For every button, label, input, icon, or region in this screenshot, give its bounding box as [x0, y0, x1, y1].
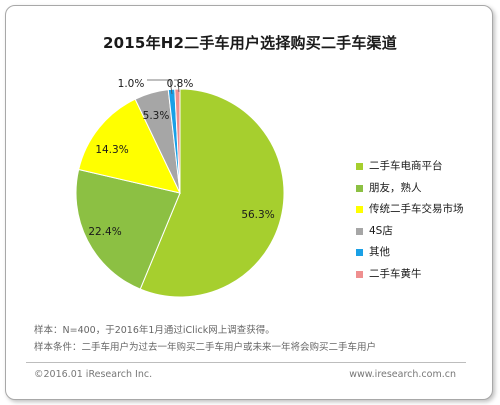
notes: 样本：N=400，于2016年1月通过iClick网上调查获得。 样本条件：二手… [34, 322, 376, 356]
copyright: ©2016.01 iResearch Inc. [34, 369, 153, 380]
value-label-friends: 22.4% [88, 226, 121, 238]
legend-label: 4S店 [369, 224, 393, 237]
legend-swatch [356, 249, 363, 257]
legend-swatch [356, 206, 363, 214]
legend-label: 二手车黄牛 [369, 267, 422, 280]
pie-slice-ecommerce [139, 88, 285, 298]
value-label-4s-store: 5.3% [143, 110, 170, 122]
legend-swatch [356, 270, 363, 278]
leader-line-broker [174, 79, 180, 93]
pie-slice-traditional-market [78, 98, 181, 194]
value-label-traditional-market: 14.3% [95, 144, 128, 156]
pie-slice-friends [75, 168, 181, 290]
value-label-ecommerce: 56.3% [241, 209, 274, 221]
value-label-broker: 0.8% [167, 78, 194, 90]
chart-title: 2015年H2二手车用户选择购买二手车渠道 [103, 34, 397, 52]
footer-divider [26, 362, 466, 363]
legend-swatch [356, 227, 363, 235]
pie-slice-broker [174, 88, 181, 194]
leader-line-other [147, 79, 173, 95]
legend-swatch [356, 163, 363, 170]
website: www.iresearch.com.cn [349, 369, 456, 380]
legend-label: 其他 [369, 246, 390, 259]
legend-label: 传统二手车交易市场 [369, 203, 464, 216]
sample-condition-note: 样本条件：二手车用户为过去一年购买二手车用户或未来一年将会购买二手车用户 [34, 342, 377, 353]
sample-note: 样本：N=400，于2016年1月通过iClick网上调查获得。 [34, 325, 275, 336]
legend-label: 二手车电商平台 [369, 160, 443, 172]
legend-label: 朋友，熟人 [369, 181, 422, 194]
value-label-other: 1.0% [118, 78, 145, 90]
legend-swatch [356, 184, 363, 192]
